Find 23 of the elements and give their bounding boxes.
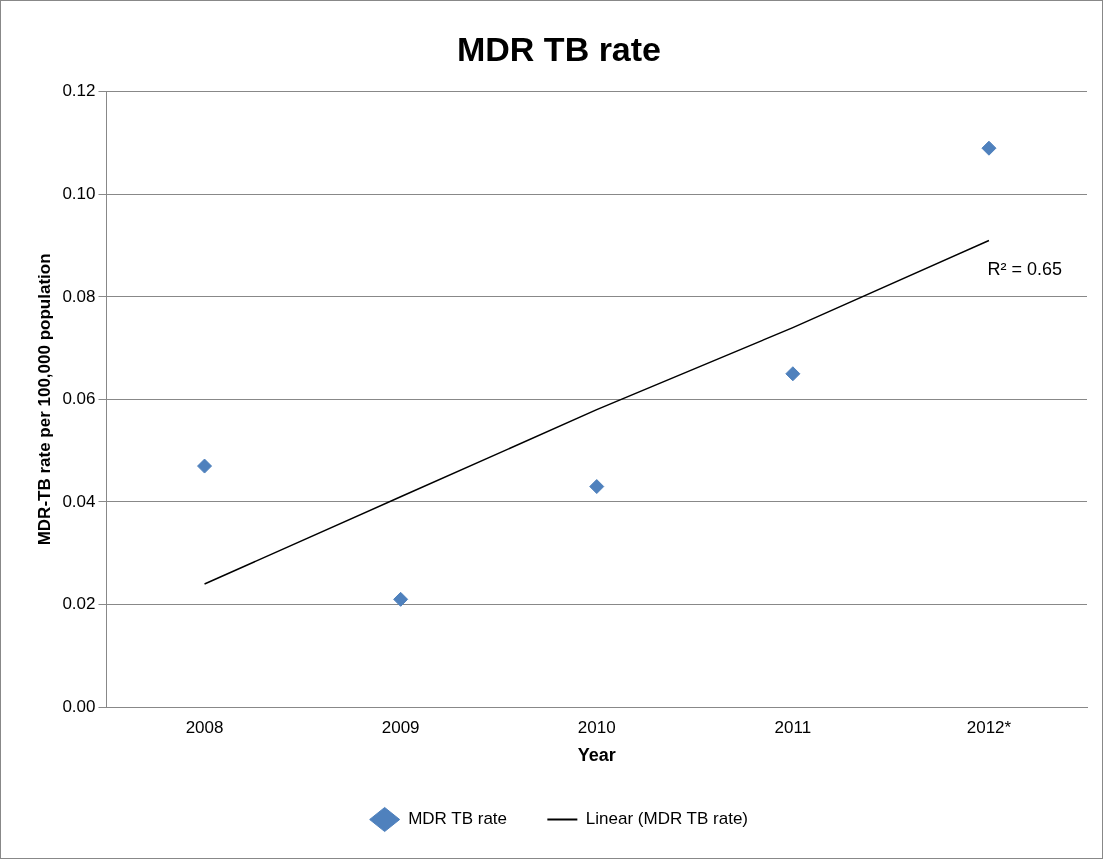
legend-label: MDR TB rate (408, 809, 508, 829)
y-tick-label: 0.12 (62, 81, 96, 101)
y-tick-label: 0.02 (62, 594, 96, 614)
x-tick-label: 2009 (381, 717, 420, 737)
x-tick-label: 2012* (966, 717, 1012, 737)
legend-label: Linear (MDR TB rate) (585, 809, 749, 829)
point (981, 140, 997, 156)
point (589, 479, 605, 495)
point (393, 591, 409, 607)
point (785, 366, 801, 382)
x-tick-label: 2010 (577, 717, 616, 737)
point (197, 458, 213, 474)
y-tick-label: 0.04 (62, 491, 96, 511)
x-axis-title: Year (577, 745, 616, 766)
x-tick-label: 2008 (185, 717, 224, 737)
y-tick-label: 0.00 (62, 696, 96, 716)
x-tick-label: 2011 (774, 717, 812, 737)
y-tick-label: 0.06 (62, 389, 96, 409)
y-tick-label: 0.10 (62, 184, 96, 204)
y-tick-label: 0.08 (62, 286, 96, 306)
y-axis-title: MDR-TB rate per 100,000 population (34, 253, 54, 546)
chart-title: MDR TB rate (456, 29, 662, 68)
annotation: R² = 0.65 (987, 259, 1062, 280)
